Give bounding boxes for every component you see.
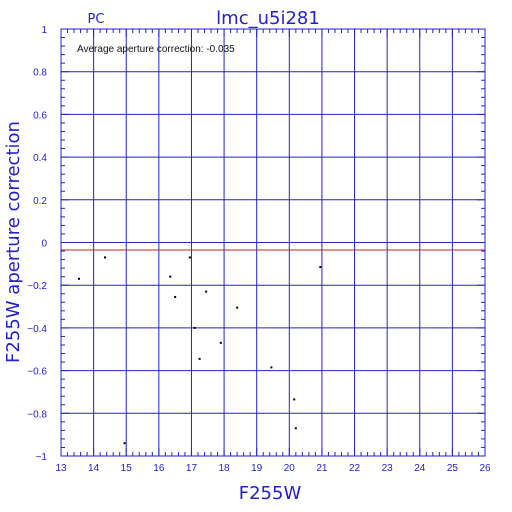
x-tick-label: 14 — [88, 463, 100, 474]
x-tick-label: 22 — [349, 463, 361, 474]
x-tick-label: 23 — [382, 463, 394, 474]
y-tick-label: 0.8 — [33, 68, 47, 79]
x-tick-label: 16 — [153, 463, 165, 474]
y-tick-label: −0.4 — [27, 324, 47, 335]
data-point — [77, 277, 80, 280]
data-point — [193, 326, 196, 329]
x-axis-title: F255W — [239, 483, 302, 504]
data-point — [205, 290, 208, 293]
data-point — [236, 306, 239, 309]
y-tick-label: 0.2 — [33, 196, 47, 207]
reference-lines — [61, 242, 485, 251]
y-tick-label: 0 — [41, 239, 47, 250]
x-tick-label: 19 — [251, 463, 263, 474]
y-tick-label: −1 — [36, 452, 48, 463]
data-point — [293, 398, 296, 401]
data-points — [77, 256, 322, 445]
chart-title: lmc_u5i281 — [216, 8, 320, 29]
y-tick-label: −0.6 — [27, 367, 47, 378]
x-tick-label: 18 — [219, 463, 231, 474]
x-tick-label: 20 — [284, 463, 296, 474]
x-tick-label: 21 — [316, 463, 328, 474]
y-tick-labels: −1 −0.8 −0.6 −0.4 −0.2 0 0.2 0.4 0.6 0.8 1 — [27, 25, 47, 463]
y-tick-label: 1 — [41, 25, 47, 36]
y-tick-label: −0.2 — [27, 281, 47, 292]
data-point — [319, 266, 322, 269]
x-tick-label: 24 — [414, 463, 426, 474]
data-point — [123, 442, 126, 445]
data-point — [270, 366, 273, 369]
x-tick-labels: 13 14 15 16 17 18 19 20 21 22 23 24 25 26 — [55, 463, 491, 474]
panel-label: PC — [88, 12, 105, 27]
data-point — [169, 275, 172, 278]
data-point — [104, 256, 107, 259]
y-axis-title: F255W aperture correction — [3, 121, 24, 363]
y-tick-label: −0.8 — [27, 409, 47, 420]
x-tick-label: 26 — [479, 463, 491, 474]
tick-marks — [60, 28, 486, 457]
x-tick-label: 25 — [447, 463, 459, 474]
data-point — [294, 427, 297, 430]
x-tick-label: 13 — [55, 463, 67, 474]
average-correction-annotation: Average aperture correction: -0.035 — [77, 44, 235, 55]
data-point — [188, 256, 191, 259]
y-tick-label: 0.4 — [33, 153, 47, 164]
data-point — [198, 357, 201, 360]
y-tick-label: 0.6 — [33, 110, 47, 121]
x-tick-label: 17 — [186, 463, 198, 474]
x-tick-label: 15 — [121, 463, 133, 474]
data-point — [219, 341, 222, 344]
data-point — [174, 295, 177, 298]
